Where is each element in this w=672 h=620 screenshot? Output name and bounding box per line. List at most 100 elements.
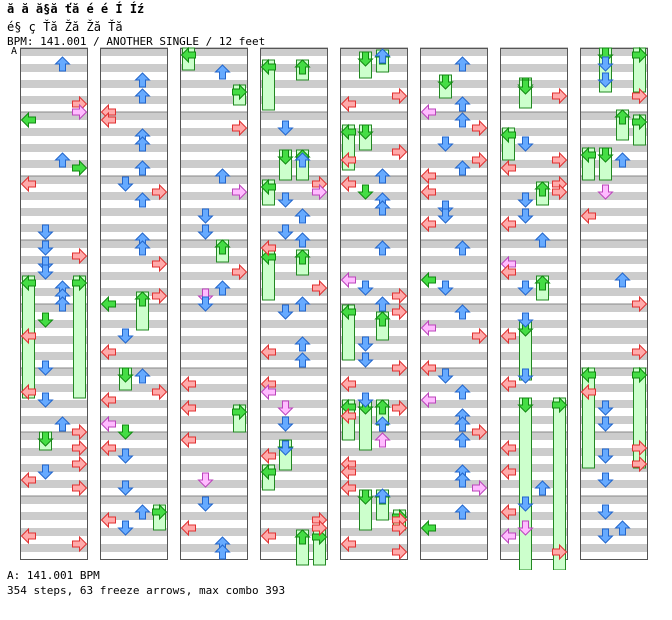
beat-stripe: [100, 352, 168, 360]
beat-stripe: [260, 496, 328, 504]
beat-stripe: [20, 304, 88, 312]
beat-stripe: [20, 384, 88, 392]
beat-stripe: [20, 368, 88, 376]
down-arrow-icon: [197, 224, 214, 240]
beat-stripe: [500, 432, 568, 440]
beat-stripe: [580, 160, 648, 168]
beat-stripe: [180, 352, 248, 360]
beat-stripe: [260, 64, 328, 72]
beat-stripe: [580, 512, 648, 520]
up-arrow-icon: [614, 520, 631, 536]
beat-stripe: [340, 144, 408, 152]
beat-stripe: [180, 416, 248, 424]
beat-stripe: [100, 176, 168, 184]
beat-stripe: [340, 448, 408, 456]
right-arrow-icon: [312, 519, 328, 537]
down-arrow-icon: [277, 304, 294, 320]
beat-stripe: [580, 96, 648, 104]
beat-stripe: [580, 544, 648, 552]
down-arrow-icon: [597, 72, 614, 88]
up-arrow-icon: [294, 296, 311, 312]
beat-stripe: [180, 128, 248, 136]
beat-stripe: [20, 48, 88, 56]
up-arrow-icon: [534, 232, 551, 248]
beat-stripe: [260, 160, 328, 168]
up-arrow-icon: [134, 136, 151, 152]
beat-stripe: [340, 400, 408, 408]
beat-stripe: [260, 48, 328, 56]
up-arrow-icon: [454, 416, 471, 432]
beat-stripe: [100, 496, 168, 504]
down-arrow-icon: [277, 120, 294, 136]
beat-stripe: [260, 176, 328, 184]
down-arrow-icon: [597, 416, 614, 432]
up-arrow-icon: [214, 168, 231, 184]
beat-stripe: [340, 496, 408, 504]
up-arrow-icon: [454, 384, 471, 400]
beat-stripe: [500, 352, 568, 360]
beat-stripe: [180, 176, 248, 184]
beat-stripe: [260, 400, 328, 408]
column-border: [100, 48, 168, 560]
up-arrow-icon: [374, 168, 391, 184]
up-arrow-icon: [214, 239, 231, 255]
beat-stripe: [500, 64, 568, 72]
right-arrow-icon: [632, 343, 648, 361]
left-arrow-icon: [100, 415, 116, 433]
down-arrow-icon: [517, 192, 534, 208]
up-arrow-icon: [454, 504, 471, 520]
up-arrow-icon: [134, 291, 151, 307]
beat-stripe: [260, 384, 328, 392]
right-arrow-icon: [72, 535, 88, 553]
right-arrow-icon: [632, 455, 648, 473]
beat-stripe: [580, 384, 648, 392]
column-border: [20, 48, 88, 560]
beat-stripe: [500, 176, 568, 184]
beat-stripe: [20, 176, 88, 184]
right-arrow-icon: [152, 503, 168, 521]
left-arrow-icon: [580, 366, 596, 384]
beat-stripe: [20, 320, 88, 328]
beat-stripe: [100, 128, 168, 136]
up-arrow-icon: [454, 304, 471, 320]
left-arrow-icon: [340, 375, 356, 393]
up-arrow-icon: [454, 472, 471, 488]
down-arrow-icon: [517, 136, 534, 152]
beat-stripe: [180, 368, 248, 376]
beat-stripe: [420, 368, 488, 376]
down-arrow-icon: [197, 208, 214, 224]
down-arrow-icon: [357, 184, 374, 200]
beat-stripe: [500, 112, 568, 120]
beat-stripe: [100, 256, 168, 264]
beat-stripe: [420, 464, 488, 472]
beat-stripe: [340, 112, 408, 120]
down-arrow-icon: [597, 56, 614, 72]
down-arrow-icon: [597, 448, 614, 464]
beat-stripe: [100, 208, 168, 216]
left-arrow-icon: [340, 271, 356, 289]
beat-stripe: [260, 96, 328, 104]
beat-stripe: [580, 224, 648, 232]
beat-stripe: [180, 304, 248, 312]
beat-stripe: [340, 48, 408, 56]
beat-stripe: [420, 224, 488, 232]
left-arrow-icon: [420, 519, 436, 537]
beat-stripe: [340, 288, 408, 296]
right-arrow-icon: [392, 399, 408, 417]
beat-stripe: [260, 544, 328, 552]
down-arrow-icon: [117, 367, 134, 383]
beat-stripe: [260, 352, 328, 360]
down-arrow-icon: [37, 224, 54, 240]
up-arrow-icon: [294, 208, 311, 224]
column-border: [420, 48, 488, 560]
beat-stripe: [420, 240, 488, 248]
beat-stripe: [340, 192, 408, 200]
up-arrow-icon: [294, 152, 311, 168]
beat-stripe: [180, 80, 248, 88]
beat-stripe: [420, 160, 488, 168]
up-arrow-icon: [134, 368, 151, 384]
beat-stripe: [580, 304, 648, 312]
left-arrow-icon: [500, 375, 516, 393]
beat-stripe: [420, 272, 488, 280]
right-arrow-icon: [552, 87, 568, 105]
